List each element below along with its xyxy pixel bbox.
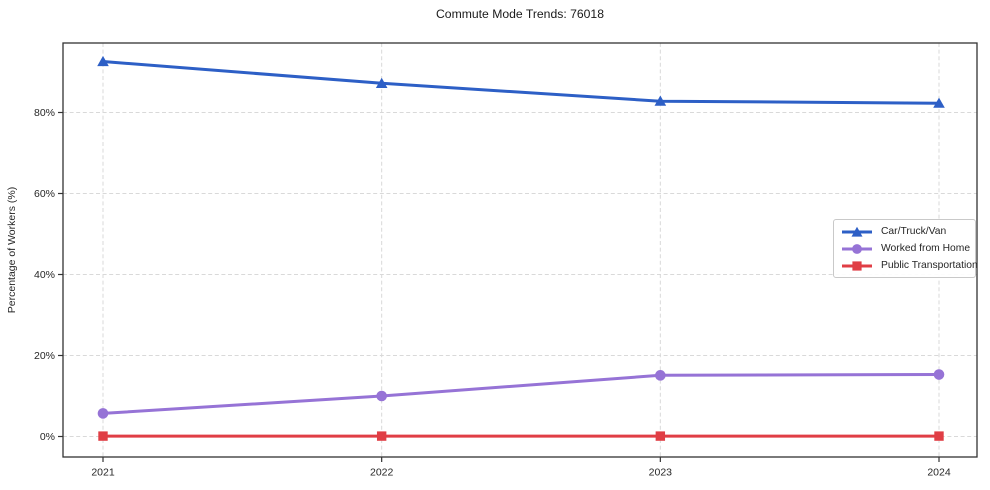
- y-tick-label: 40%: [34, 269, 55, 281]
- y-tick-label: 0%: [40, 431, 55, 443]
- x-tick-label: 2021: [91, 467, 115, 479]
- legend-sample-worked-from-home-icon: [842, 243, 872, 254]
- legend-item-worked-from-home: Worked from Home: [840, 241, 971, 256]
- y-axis-label: Percentage of Workers (%): [6, 187, 18, 313]
- legend-item-car-truck-van: Car/Truck/Van: [840, 224, 969, 239]
- marker-worked-from-home-2021: [97, 408, 109, 419]
- marker-car-truck-van-2024: [933, 97, 945, 108]
- marker-worked-from-home-2023: [655, 370, 666, 381]
- marker-car-truck-van-2023: [654, 95, 667, 106]
- axis-ticks: [58, 111, 940, 462]
- legend-label: Car/Truck/Van: [881, 226, 947, 237]
- y-tick-label: 20%: [34, 350, 55, 362]
- marker-public-transportation-2022: [376, 431, 387, 441]
- x-tick-label: 2024: [927, 467, 951, 479]
- marker-worked-from-home-2024: [933, 369, 945, 380]
- marker-car-truck-van-2021: [97, 55, 109, 67]
- marker-public-transportation-2024: [934, 431, 944, 441]
- x-tick-label: 2023: [649, 467, 673, 479]
- legend-sample-public-transportation-icon: [842, 260, 872, 271]
- y-tick-labels: 0% 20% 40% 60% 80%: [34, 107, 55, 443]
- data-series: [97, 55, 945, 441]
- plot-frame: [62, 42, 978, 458]
- legend-item-public-transportation: Public Transportation: [840, 258, 978, 273]
- x-tick-labels: 2021 2022 2023 2024: [91, 467, 951, 479]
- series-line-worked-from-home: [101, 373, 941, 415]
- x-tick-label: 2022: [370, 467, 394, 479]
- series-line-car-truck-van: [101, 60, 941, 105]
- legend: Car/Truck/Van Worked from Home Public Tr…: [833, 219, 978, 278]
- legend-sample-car-truck-van-icon: [842, 226, 872, 237]
- marker-car-truck-van-2022: [375, 77, 388, 88]
- y-tick-label: 80%: [34, 107, 55, 119]
- legend-label: Worked from Home: [881, 243, 971, 254]
- marker-worked-from-home-2022: [376, 390, 387, 402]
- y-tick-label: 60%: [34, 188, 55, 200]
- legend-label: Public Transportation: [881, 260, 978, 271]
- marker-public-transportation-2023: [655, 431, 666, 441]
- marker-public-transportation-2021: [98, 431, 108, 441]
- chart-title: Commute Mode Trends: 76018: [435, 7, 604, 21]
